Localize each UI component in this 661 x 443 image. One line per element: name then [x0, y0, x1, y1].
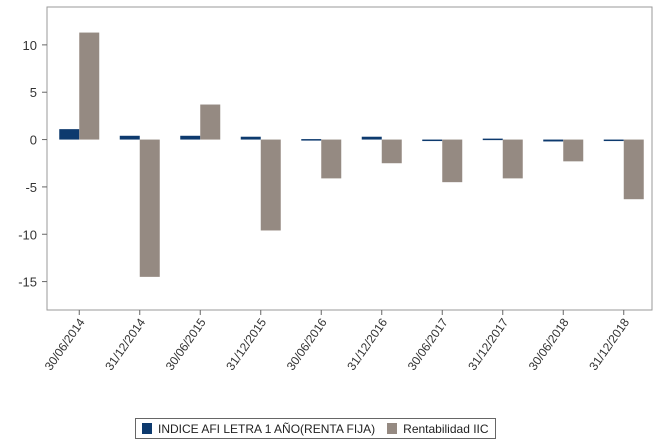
- bar: [543, 139, 564, 142]
- legend-label-indice: INDICE AFI LETRA 1 AÑO(RENTA FIJA): [158, 421, 376, 436]
- x-tick-label: 30/06/2016: [284, 315, 330, 372]
- bar: [361, 136, 382, 140]
- bar: [139, 139, 160, 277]
- legend-item-rentabilidad: Rentabilidad IIC: [387, 421, 489, 436]
- bar: [422, 139, 443, 142]
- bar: [623, 139, 644, 200]
- bar: [119, 135, 140, 140]
- x-tick-label: 30/06/2018: [526, 315, 572, 372]
- bar: [563, 139, 584, 162]
- bar: [301, 139, 322, 141]
- plot-frame: [46, 6, 653, 311]
- legend-swatch-rentabilidad: [387, 423, 398, 434]
- bar: [79, 32, 100, 140]
- legend-label-rentabilidad: Rentabilidad IIC: [403, 421, 489, 436]
- x-tick-label: 31/12/2017: [465, 315, 511, 372]
- bar: [442, 139, 463, 183]
- bar: [502, 139, 523, 179]
- y-tick-label: 10: [23, 38, 37, 53]
- bar: [381, 139, 402, 164]
- x-tick-label: 31/12/2016: [344, 315, 390, 372]
- y-tick-label: 0: [30, 133, 37, 148]
- bar: [240, 136, 261, 140]
- y-tick-label: -5: [25, 180, 37, 195]
- y-tick-label: -15: [18, 275, 37, 290]
- x-tick-label: 31/12/2018: [586, 315, 632, 372]
- bar: [482, 138, 503, 141]
- y-tick-label: -10: [18, 227, 37, 242]
- bar: [59, 129, 80, 140]
- x-tick-label: 30/06/2017: [405, 315, 451, 372]
- bar: [260, 139, 281, 231]
- x-tick-label: 30/06/2015: [163, 315, 209, 372]
- legend-swatch-indice: [142, 423, 152, 434]
- y-tick-label: 5: [30, 85, 37, 100]
- bar: [200, 104, 221, 140]
- bar: [603, 139, 624, 142]
- legend: INDICE AFI LETRA 1 AÑO(RENTA FIJA) Renta…: [135, 418, 496, 439]
- bar: [180, 135, 201, 140]
- x-tick-label: 31/12/2015: [223, 315, 269, 372]
- x-tick-label: 31/12/2014: [102, 315, 148, 372]
- legend-item-indice: INDICE AFI LETRA 1 AÑO(RENTA FIJA): [142, 422, 375, 436]
- x-tick-label: 30/06/2014: [42, 315, 88, 372]
- bar: [321, 139, 342, 179]
